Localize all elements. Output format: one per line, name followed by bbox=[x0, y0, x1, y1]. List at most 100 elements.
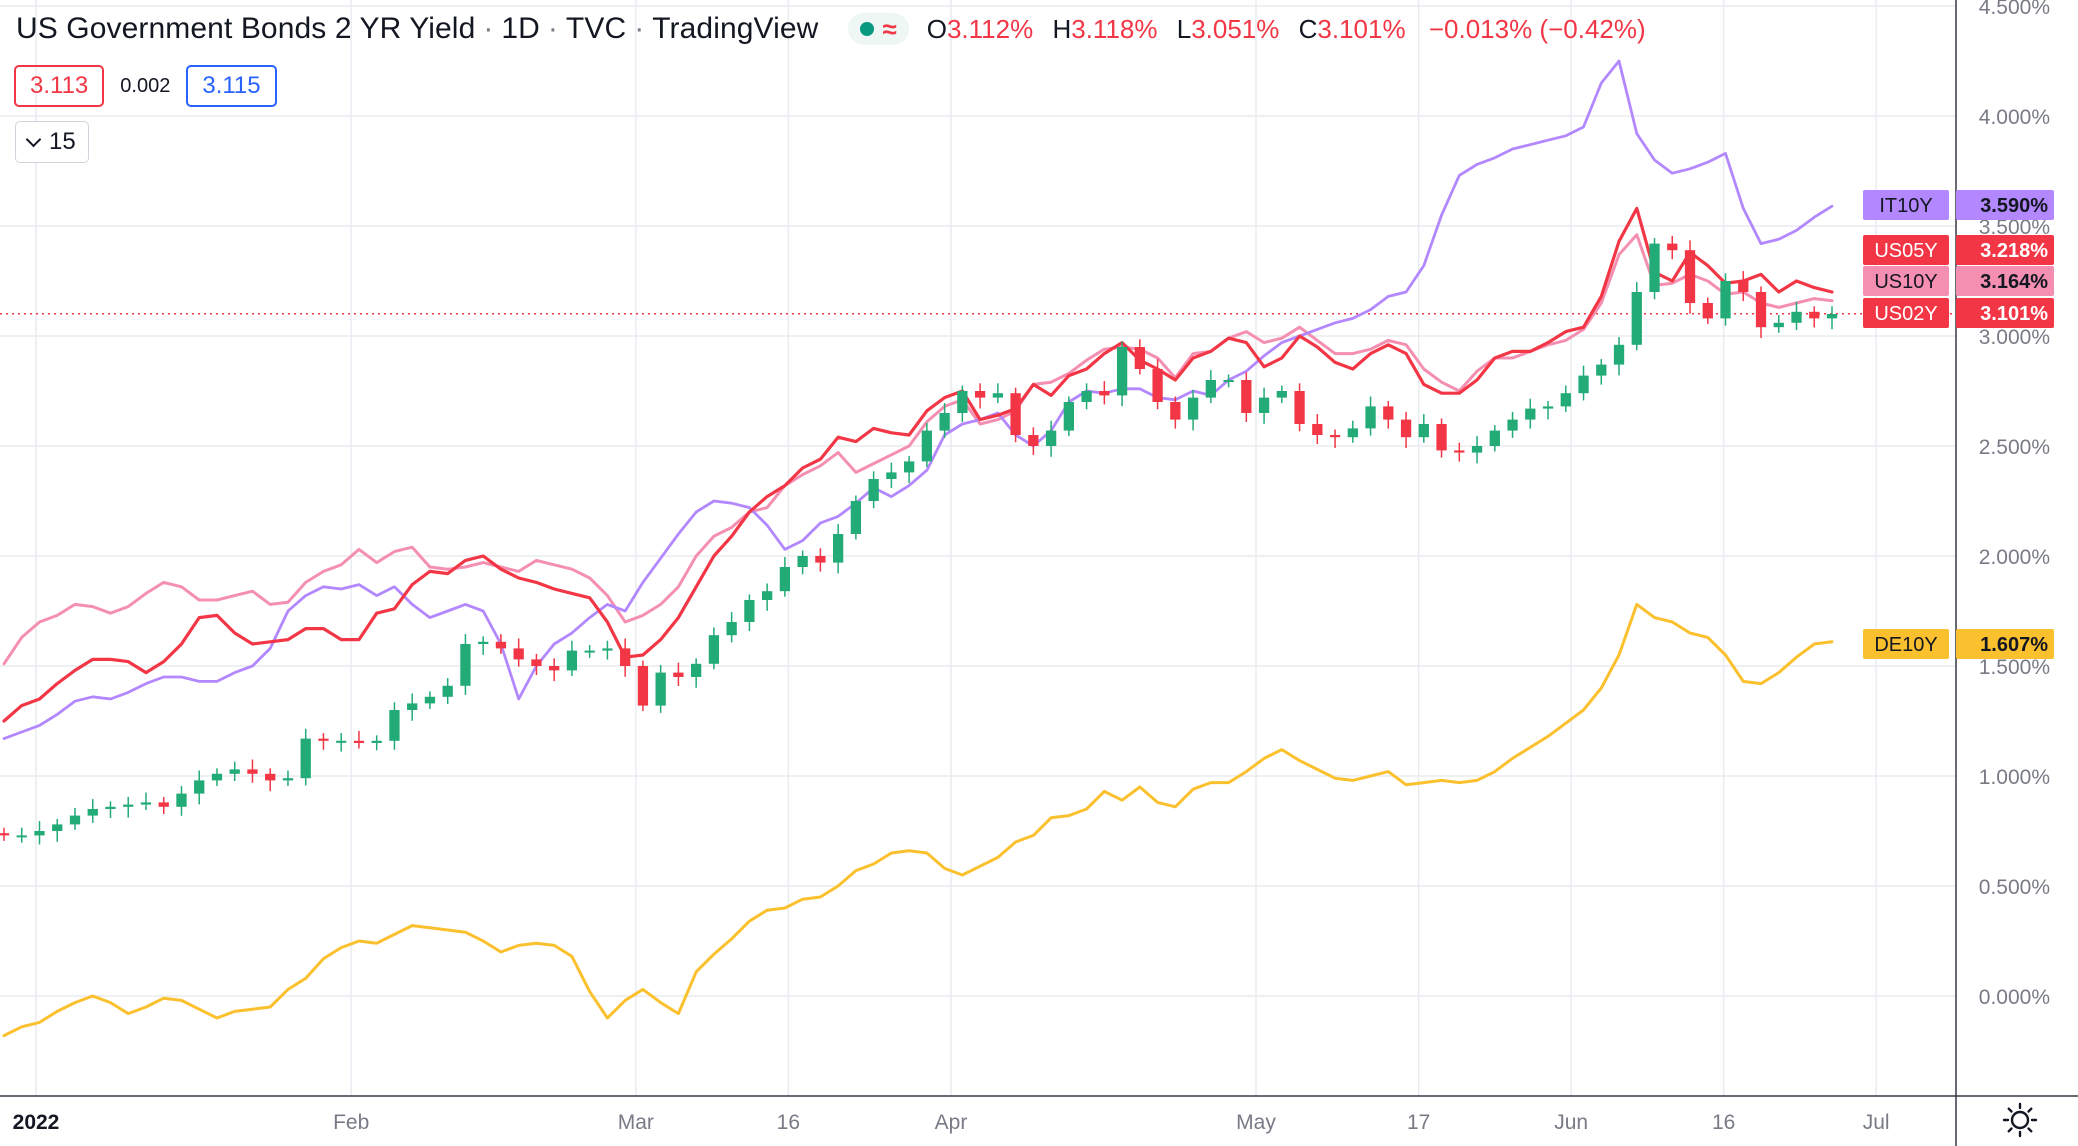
x-axis-tick-label: Jul bbox=[1863, 1111, 1890, 1134]
candle-body bbox=[460, 644, 471, 686]
candle-body bbox=[1631, 292, 1642, 345]
candle-body bbox=[1028, 435, 1039, 446]
candle-body bbox=[513, 648, 524, 660]
low-label: L bbox=[1176, 13, 1192, 44]
x-axis-tick-label: 2022 bbox=[13, 1111, 60, 1134]
candle-body bbox=[992, 393, 1004, 398]
candle-body bbox=[815, 556, 826, 563]
candle-body bbox=[16, 835, 27, 838]
candle-body bbox=[1418, 424, 1429, 438]
candle-body bbox=[0, 833, 10, 836]
candle-body bbox=[744, 600, 755, 622]
series-last-value-badges: IT10Y 3.590% US05Y 3.218% US10Y 3.164% US02Y 3.… bbox=[1863, 190, 2054, 659]
candle-body bbox=[478, 641, 489, 644]
high-value: 3.118% bbox=[1071, 13, 1158, 44]
candle-body bbox=[34, 831, 45, 836]
x-axis-tick-label: Feb bbox=[333, 1111, 369, 1134]
close-label: C bbox=[1298, 13, 1318, 44]
candle-body bbox=[868, 479, 879, 501]
header-separator: · bbox=[547, 12, 558, 45]
open-value: 3.112% bbox=[946, 13, 1034, 44]
candle-body bbox=[1542, 406, 1554, 409]
candle-body bbox=[726, 622, 737, 636]
x-axis-tick-label: Jun bbox=[1554, 1111, 1588, 1134]
candle-body bbox=[176, 793, 187, 807]
candle-body bbox=[1116, 347, 1128, 396]
candle-body bbox=[1720, 281, 1731, 319]
candle-body bbox=[1400, 419, 1412, 438]
badge-symbol-label: US10Y bbox=[1874, 271, 1937, 293]
badge-it10y: IT10Y 3.590% bbox=[1863, 190, 2054, 220]
candle-body bbox=[1560, 393, 1571, 407]
indicators-toggle[interactable]: 15 bbox=[15, 121, 89, 163]
candle-body bbox=[1613, 344, 1625, 365]
candle-body bbox=[1347, 428, 1358, 438]
candle-body bbox=[442, 685, 453, 697]
settings-gear-icon[interactable] bbox=[2002, 1102, 2038, 1138]
series-line-it10y bbox=[2, 59, 1834, 740]
badge-symbol-bg bbox=[1863, 190, 1949, 220]
candle-body bbox=[921, 430, 933, 462]
candle-body bbox=[105, 806, 116, 809]
high-label: H bbox=[1052, 13, 1072, 44]
candle-body bbox=[87, 809, 98, 816]
candle-body bbox=[69, 815, 81, 825]
candle-body bbox=[389, 710, 400, 741]
candle-body bbox=[531, 659, 542, 666]
badge-value-bg bbox=[1956, 235, 2054, 265]
indicators-count: 15 bbox=[49, 128, 76, 155]
candle-body bbox=[123, 804, 134, 807]
source-label: TVC bbox=[565, 12, 627, 45]
y-axis-tick-label: 4.000% bbox=[1979, 106, 2050, 129]
candle-body bbox=[797, 556, 808, 567]
candle-body bbox=[1258, 397, 1270, 413]
candle-body bbox=[637, 666, 649, 706]
y-axis-tick-label: 3.000% bbox=[1979, 326, 2050, 349]
candle-body bbox=[850, 501, 862, 534]
candle-body bbox=[779, 567, 791, 592]
interval-label[interactable]: 1D bbox=[501, 12, 540, 45]
badge-value-label: 3.218% bbox=[1980, 240, 2048, 262]
candle-body bbox=[549, 666, 560, 671]
candle-body bbox=[1791, 311, 1802, 323]
candle-body bbox=[974, 391, 986, 398]
candle-body bbox=[265, 773, 276, 781]
badge-value-label: 3.101% bbox=[1980, 303, 2048, 325]
badge-symbol-bg bbox=[1863, 266, 1949, 296]
x-axis-tick-label: Mar bbox=[618, 1111, 654, 1134]
candle-body bbox=[1578, 375, 1589, 394]
badge-symbol-bg bbox=[1863, 298, 1949, 328]
sell-button[interactable]: 3.113 bbox=[14, 65, 105, 107]
badge-us05y: US05Y 3.218% bbox=[1863, 235, 2054, 265]
market-status-pill[interactable]: ≈ bbox=[848, 13, 909, 45]
y-axis-tick-label: 0.500% bbox=[1979, 876, 2050, 899]
ohlc-values: O3.112% H3.118% L3.051% C3.101% −0.013% … bbox=[927, 14, 1646, 45]
close-value: 3.101% bbox=[1317, 13, 1406, 44]
candle-body bbox=[620, 648, 631, 666]
y-axis-tick-label: 1.000% bbox=[1979, 766, 2050, 789]
badge-value-bg bbox=[1956, 190, 2054, 220]
candle-body bbox=[194, 780, 205, 794]
low-value: 3.051% bbox=[1191, 13, 1280, 44]
candle-body bbox=[957, 391, 968, 413]
symbol-title[interactable]: US Government Bonds 2 YR Yield bbox=[16, 12, 476, 45]
candle-body bbox=[1667, 243, 1678, 251]
header-separator: · bbox=[634, 12, 645, 45]
candle-body bbox=[1773, 322, 1784, 328]
candle-body bbox=[1525, 408, 1536, 420]
candle-body bbox=[371, 740, 382, 743]
candle-body bbox=[495, 641, 507, 649]
series-line-us10y bbox=[2, 233, 1834, 666]
candle-body bbox=[584, 650, 595, 653]
candle-body bbox=[1365, 406, 1376, 429]
candle-body bbox=[1826, 314, 1838, 319]
candle-body bbox=[229, 769, 240, 774]
spread-value: 0.002 bbox=[120, 74, 171, 97]
candle-body bbox=[336, 740, 347, 743]
candle-body bbox=[1329, 435, 1341, 438]
badge-value-label: 3.164% bbox=[1980, 271, 2048, 293]
chart-header: US Government Bonds 2 YR Yield · 1D · TV… bbox=[16, 8, 1646, 50]
candle-body bbox=[761, 591, 773, 600]
buy-button[interactable]: 3.115 bbox=[186, 65, 277, 107]
